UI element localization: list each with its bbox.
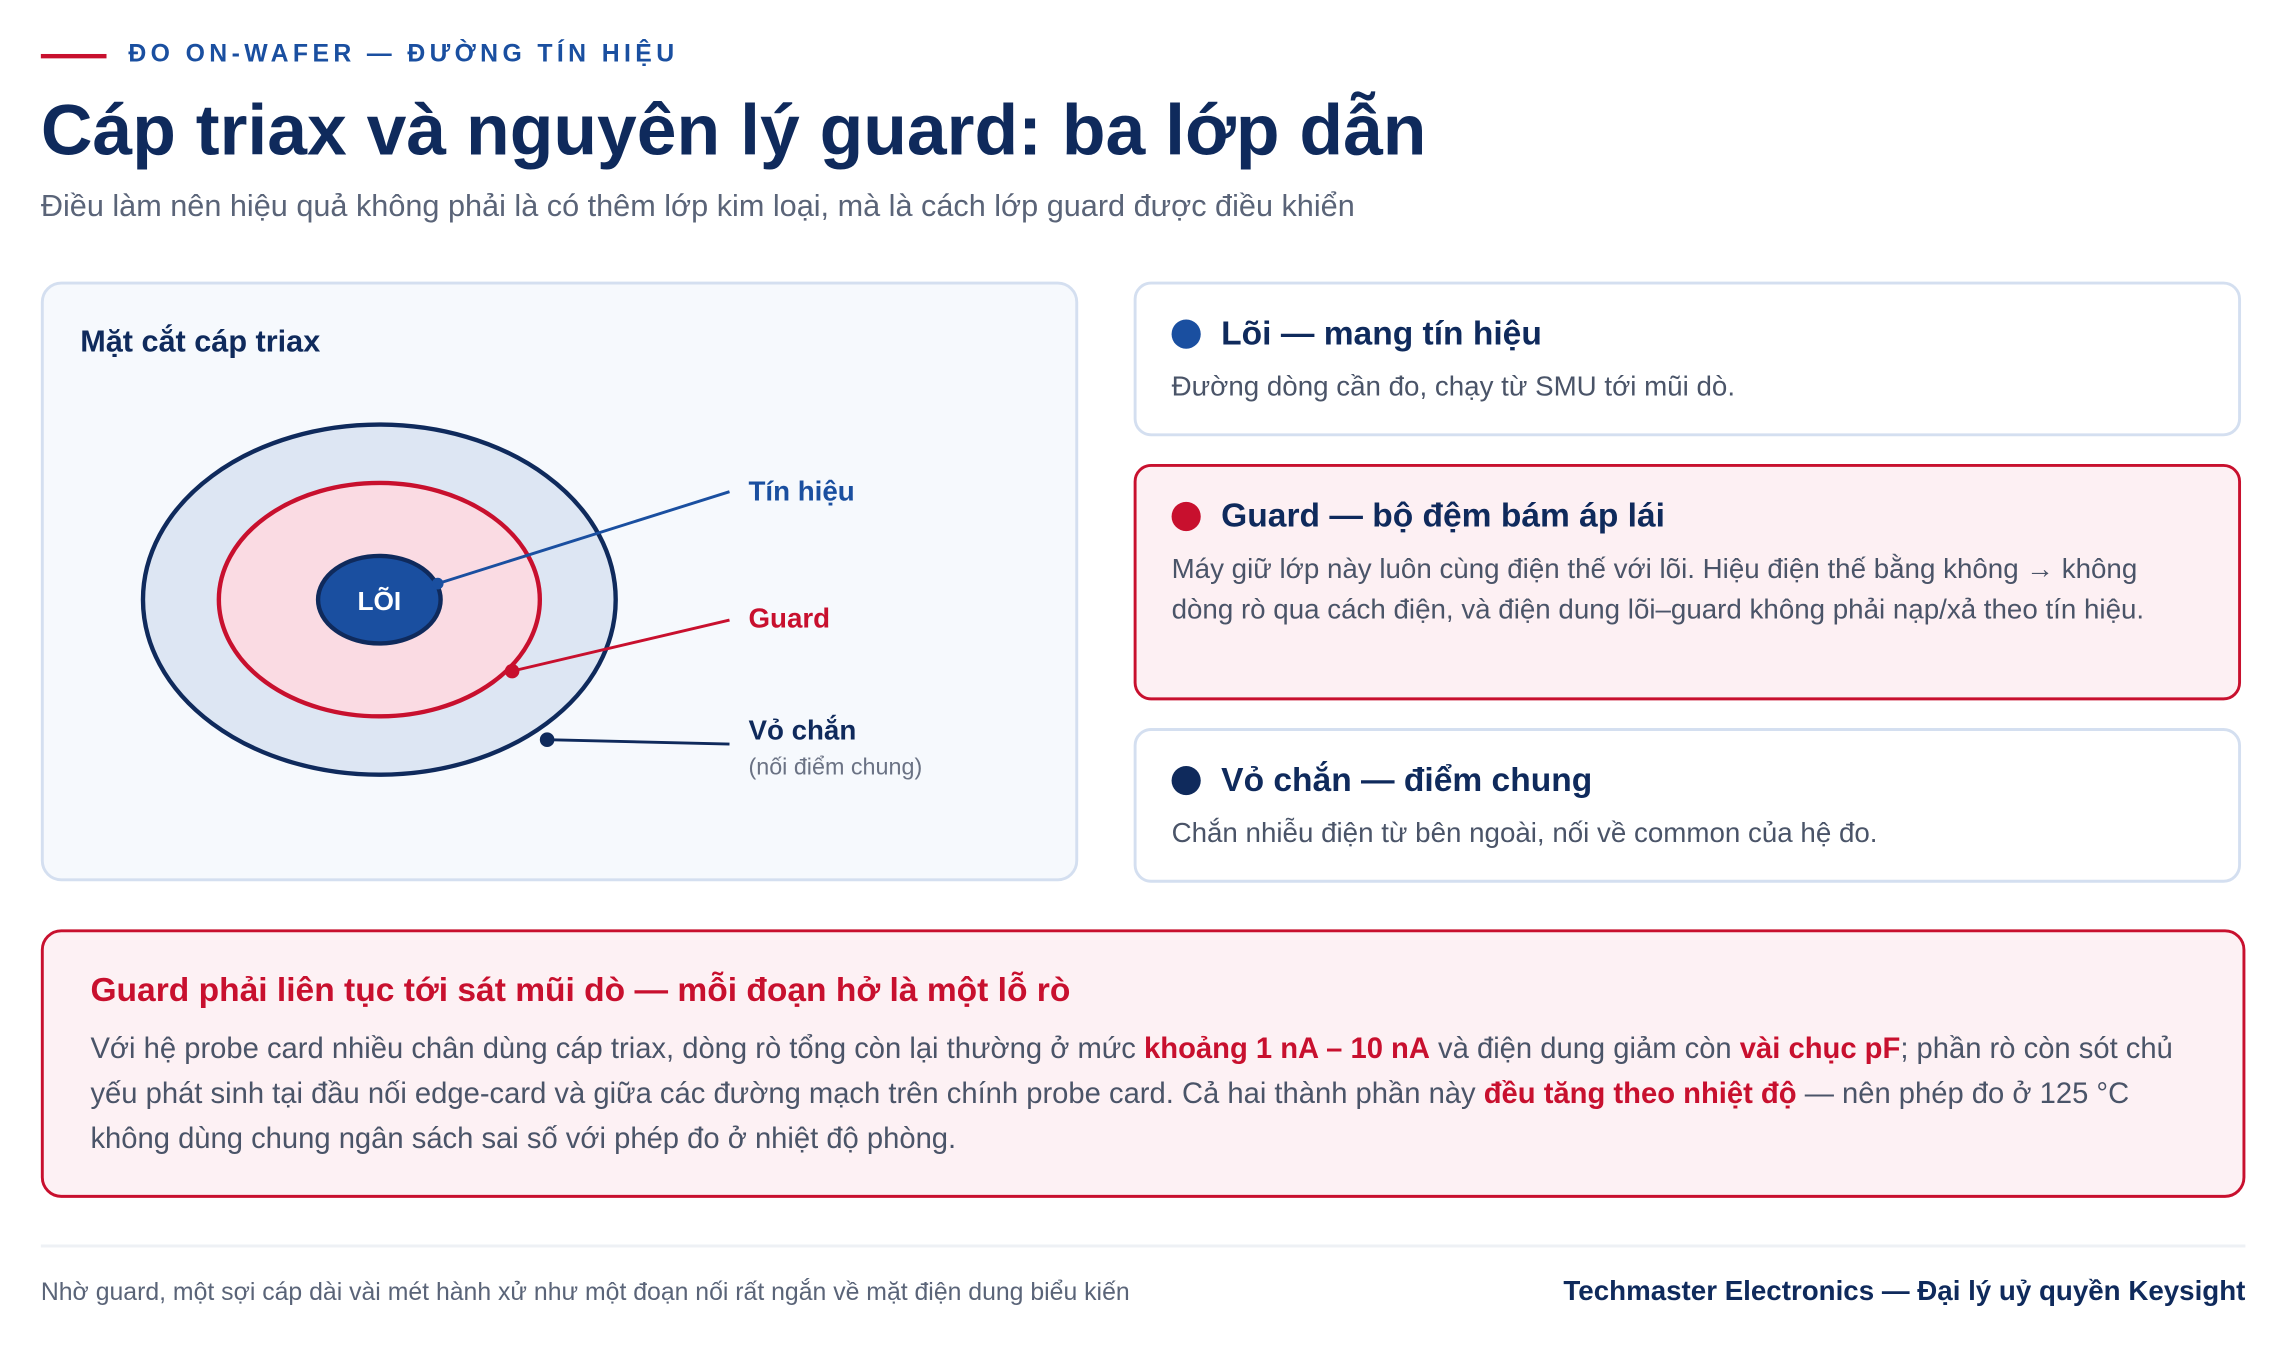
leader-dot <box>431 577 444 590</box>
card-title-text: Lõi — mang tín hiệu <box>1221 313 1542 352</box>
card-body: Đường dòng cần đo, chạy từ SMU tới mũi d… <box>1171 372 1736 403</box>
kicker: ĐO ON-WAFER — ĐƯỜNG TÍN HIỆU <box>128 39 679 68</box>
leader <box>547 738 730 746</box>
signal-label: Tín hiệu <box>748 475 854 506</box>
diagram: Mặt cắt cáp triax LÕI Tín hiệu Guard Vỏ … <box>80 323 922 780</box>
text-run: ; phần rò còn sót chủ yếu phát sinh tại … <box>90 1032 2173 1111</box>
core <box>315 553 443 646</box>
info-card: Guard — bộ đệm bám áp lái Máy giữ lớp này… <box>1133 463 2242 701</box>
card-title: Vỏ chắn — điểm chung <box>1171 760 2204 799</box>
callout: Guard phải liên tục tới sát mũi dò — mỗi… <box>40 929 2246 1198</box>
card-dot <box>1171 765 1201 795</box>
card-title: Lõi — mang tín hiệu <box>1171 313 2204 353</box>
core-label: LÕI <box>357 586 401 616</box>
leader <box>511 618 730 673</box>
card-title: Guard — bộ đệm bám áp lái <box>1171 496 2204 535</box>
callout-title: Guard phải liên tục tới sát mũi dò — mỗi… <box>90 970 1071 1009</box>
leader-dot <box>539 732 555 748</box>
footer-note: Nhờ guard, một sợi cáp dài vài mét hành … <box>40 1278 1130 1306</box>
footer-brand: Techmaster Electronics — Đại lý uỷ quyền… <box>1563 1276 2246 1308</box>
guard-label: Guard <box>748 602 830 633</box>
card-body: Máy giữ lớp này luôn cùng điện thế với l… <box>1171 554 2145 626</box>
text-run: và điện dung giảm còn <box>1429 1032 1740 1066</box>
subtitle: Điều làm nên hiệu quả không phải là có t… <box>40 189 1355 224</box>
emphasis: đều tăng theo nhiệt độ <box>1483 1078 1797 1111</box>
card-title-text: Vỏ chắn — điểm chung <box>1221 760 1593 799</box>
card-body: Chắn nhiễu điện từ bên ngoài, nối về com… <box>1171 818 1878 850</box>
leader <box>437 490 730 585</box>
info-card: Vỏ chắn — điểm chung Chắn nhiễu điện từ b… <box>1133 728 2242 883</box>
divider <box>40 1244 2246 1248</box>
card-dot <box>1171 501 1201 531</box>
callout-body: Với hệ probe card nhiều chân dùng cáp tr… <box>90 1027 2195 1163</box>
emphasis: vài chục pF <box>1739 1032 1901 1066</box>
shield-note: (nối điểm chung) <box>748 754 922 780</box>
info-card: Lõi — mang tín hiệu Đường dòng cần đo, ch… <box>1133 281 2242 437</box>
shield-label: Vỏ chắn <box>748 715 856 746</box>
text-run: Với hệ probe card nhiều chân dùng cáp tr… <box>90 1032 1145 1066</box>
card-dot <box>1171 318 1201 348</box>
emphasis: khoảng 1 nA – 10 nA <box>1144 1032 1430 1066</box>
page-title: Cáp triax và nguyên lý guard: ba lớp dẫn <box>40 91 1427 171</box>
kicker-bar <box>40 53 107 59</box>
leader-dot <box>504 663 520 679</box>
text-run: — nên phép đo ở 125 °C không dùng chung … <box>90 1078 2130 1156</box>
card-title-text: Guard — bộ đệm bám áp lái <box>1221 496 1665 534</box>
diagram-title: Mặt cắt cáp triax <box>80 323 320 359</box>
